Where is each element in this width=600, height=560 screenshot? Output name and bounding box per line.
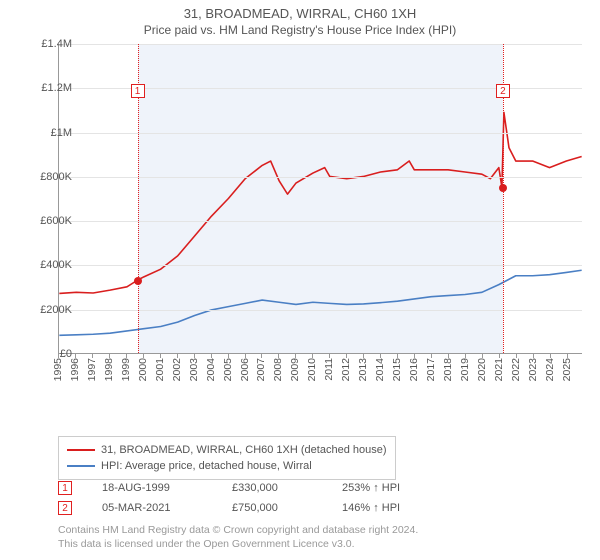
transaction-price: £330,000 [232, 482, 312, 494]
x-tick-label: 2006 [239, 358, 251, 381]
transaction-marker-box: 1 [58, 481, 72, 495]
legend: 31, BROADMEAD, WIRRAL, CH60 1XH (detache… [58, 436, 396, 480]
x-tick-label: 2008 [272, 358, 284, 381]
legend-row: HPI: Average price, detached house, Wirr… [67, 458, 387, 474]
x-tick-label: 2017 [425, 358, 437, 381]
x-tick-label: 1996 [69, 358, 81, 381]
x-tick-label: 2000 [137, 358, 149, 381]
x-tick-label: 2013 [357, 358, 369, 381]
x-tick-label: 1997 [86, 358, 98, 381]
transactions-table: 1 18-AUG-1999 £330,000 253% ↑ HPI 2 05-MAR-20… [58, 478, 400, 518]
legend-label: HPI: Average price, detached house, Wirr… [101, 460, 312, 472]
transaction-row: 2 05-MAR-2021 £750,000 146% ↑ HPI [58, 498, 400, 518]
x-tick-label: 2019 [459, 358, 471, 381]
x-tick-label: 2020 [476, 358, 488, 381]
y-tick-label: £1.4M [22, 38, 72, 50]
x-tick-label: 2009 [289, 358, 301, 381]
y-tick-label: £400K [22, 259, 72, 271]
transaction-change: 146% ↑ HPI [342, 502, 400, 514]
x-tick-label: 2001 [154, 358, 166, 381]
x-tick-label: 2014 [374, 358, 386, 381]
x-tick-label: 2018 [442, 358, 454, 381]
x-axis-labels: 1995199619971998199920002001200220032004… [58, 356, 582, 396]
transaction-marker-box: 2 [58, 501, 72, 515]
transaction-change: 253% ↑ HPI [342, 482, 400, 494]
x-tick-label: 2005 [222, 358, 234, 381]
plot-area: 12 [58, 44, 582, 354]
y-tick-label: £600K [22, 215, 72, 227]
y-tick-label: £0 [22, 348, 72, 360]
x-tick-label: 2003 [188, 358, 200, 381]
x-tick-label: 2012 [340, 358, 352, 381]
transaction-price: £750,000 [232, 502, 312, 514]
legend-row: 31, BROADMEAD, WIRRAL, CH60 1XH (detache… [67, 442, 387, 458]
legend-swatch [67, 449, 95, 451]
x-tick-label: 2015 [391, 358, 403, 381]
marker-dot [134, 277, 142, 285]
x-tick-label: 2022 [510, 358, 522, 381]
legend-swatch [67, 465, 95, 467]
x-tick-label: 2011 [323, 358, 335, 381]
x-tick-label: 2025 [561, 358, 573, 381]
footnote: Contains HM Land Registry data © Crown c… [58, 524, 418, 551]
x-tick-label: 1998 [103, 358, 115, 381]
transaction-date: 18-AUG-1999 [102, 482, 202, 494]
x-tick-label: 2002 [171, 358, 183, 381]
x-tick-label: 2021 [493, 358, 505, 381]
legend-label: 31, BROADMEAD, WIRRAL, CH60 1XH (detache… [101, 444, 387, 456]
marker-box: 1 [131, 84, 145, 98]
x-tick-label: 2010 [306, 358, 318, 381]
chart: 12 1995199619971998199920002001200220032… [0, 44, 600, 390]
transaction-date: 05-MAR-2021 [102, 502, 202, 514]
y-tick-label: £1M [22, 127, 72, 139]
marker-box: 2 [496, 84, 510, 98]
x-tick-label: 2024 [544, 358, 556, 381]
marker-dot [499, 184, 507, 192]
x-tick-label: 2023 [527, 358, 539, 381]
x-tick-label: 1999 [120, 358, 132, 381]
transaction-row: 1 18-AUG-1999 £330,000 253% ↑ HPI [58, 478, 400, 498]
title-main: 31, BROADMEAD, WIRRAL, CH60 1XH [0, 6, 600, 21]
y-tick-label: £1.2M [22, 82, 72, 94]
x-tick-label: 2004 [205, 358, 217, 381]
x-tick-label: 2016 [408, 358, 420, 381]
x-tick-label: 1995 [52, 358, 64, 381]
footnote-line-1: Contains HM Land Registry data © Crown c… [58, 524, 418, 538]
x-tick-label: 2007 [255, 358, 267, 381]
title-sub: Price paid vs. HM Land Registry's House … [0, 23, 600, 37]
y-tick-label: £800K [22, 171, 72, 183]
footnote-line-2: This data is licensed under the Open Gov… [58, 538, 418, 552]
y-tick-label: £200K [22, 304, 72, 316]
